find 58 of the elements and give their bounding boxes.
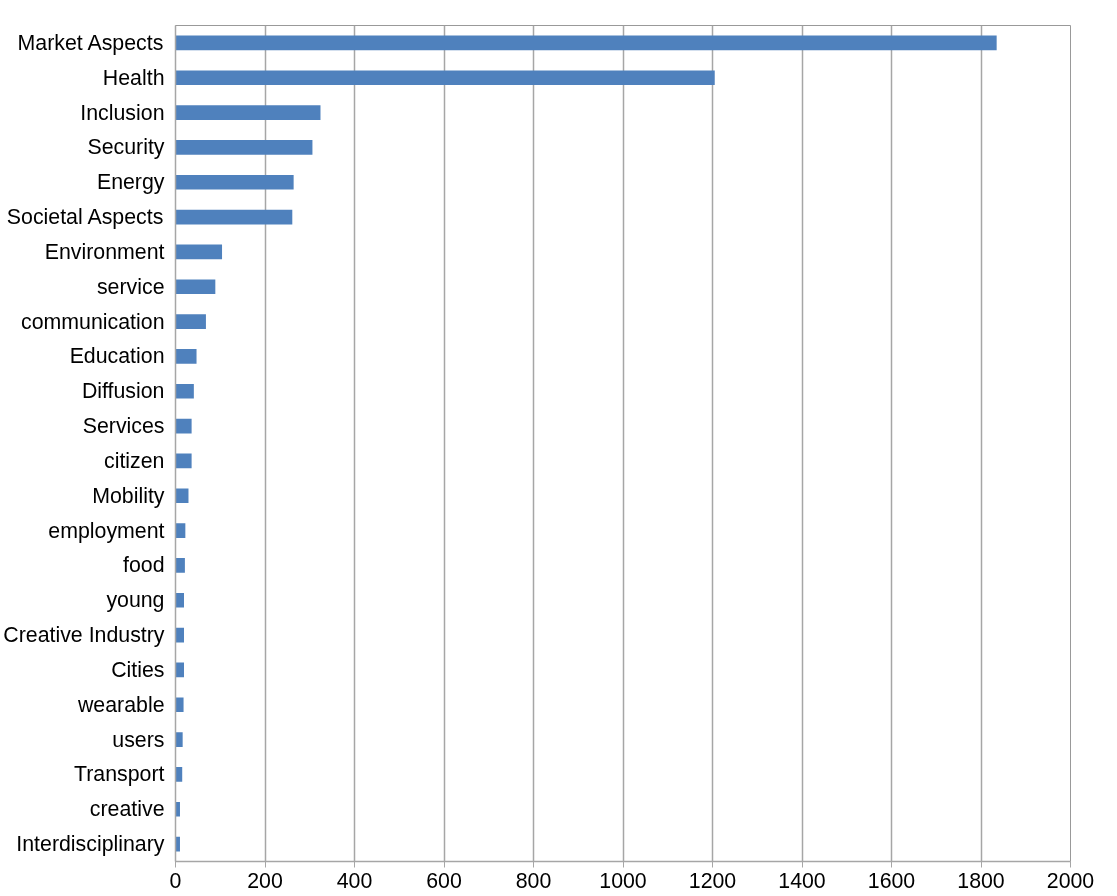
- y-tick-label: communication: [21, 309, 165, 334]
- y-tick-label: employment: [48, 518, 165, 543]
- bar: [175, 35, 997, 51]
- y-tick-label: Transport: [74, 762, 165, 787]
- y-tick-label: young: [106, 588, 165, 613]
- y-tick-label: Education: [69, 344, 165, 369]
- y-tick-label: Diffusion: [81, 379, 165, 404]
- x-tick-label: 400: [336, 868, 373, 893]
- y-tick-label: Cities: [111, 657, 165, 682]
- bar: [175, 488, 189, 504]
- bar: [175, 627, 184, 643]
- x-tick-label: 0: [169, 868, 182, 893]
- x-tick-label: 1200: [688, 868, 737, 893]
- bar: [175, 279, 216, 295]
- y-tick-label: users: [112, 727, 165, 752]
- y-tick-label: service: [96, 274, 165, 299]
- bar: [175, 383, 194, 399]
- y-tick-label: Health: [102, 65, 165, 90]
- bar: [175, 801, 180, 817]
- y-tick-label: Energy: [96, 170, 165, 195]
- y-tick-label: Mobility: [92, 483, 165, 508]
- y-tick-label: Security: [87, 135, 165, 160]
- y-tick-label: Market Aspects: [17, 30, 164, 55]
- y-tick-label: Services: [82, 414, 165, 439]
- y-tick-label: wearable: [76, 692, 165, 717]
- bar: [175, 244, 223, 260]
- y-tick-label: Environment: [44, 239, 165, 264]
- bar: [175, 558, 185, 573]
- y-tick-label: Inclusion: [80, 100, 165, 125]
- x-tick-label: 1000: [599, 868, 647, 893]
- bar: [175, 174, 294, 190]
- bar: [175, 209, 293, 225]
- bar: [175, 697, 184, 713]
- x-tick-label: 2000: [1046, 868, 1095, 893]
- y-tick-label: food: [122, 553, 165, 578]
- bar: [175, 732, 183, 747]
- bar: [175, 592, 184, 608]
- bar: [175, 349, 197, 364]
- bar: [175, 453, 192, 469]
- bar: [175, 523, 186, 538]
- bar: [175, 418, 192, 434]
- y-tick-label: Interdisciplinary: [16, 832, 165, 857]
- y-tick-label: Societal Aspects: [6, 205, 164, 230]
- bar: [175, 140, 313, 155]
- x-tick-label: 1800: [957, 868, 1005, 893]
- x-tick-label: 600: [426, 868, 462, 893]
- x-tick-label: 1400: [778, 868, 826, 893]
- y-tick-label: Creative Industry: [3, 623, 165, 648]
- bar: [175, 662, 184, 678]
- bar: [175, 314, 206, 329]
- x-tick-label: 200: [247, 868, 283, 893]
- bar: [175, 105, 321, 120]
- x-tick-label: 1600: [867, 868, 916, 893]
- y-tick-label: citizen: [104, 448, 165, 473]
- bar: [175, 767, 183, 782]
- y-tick-label: creative: [89, 797, 165, 822]
- x-tick-label: 800: [515, 868, 552, 893]
- bar: [175, 70, 715, 86]
